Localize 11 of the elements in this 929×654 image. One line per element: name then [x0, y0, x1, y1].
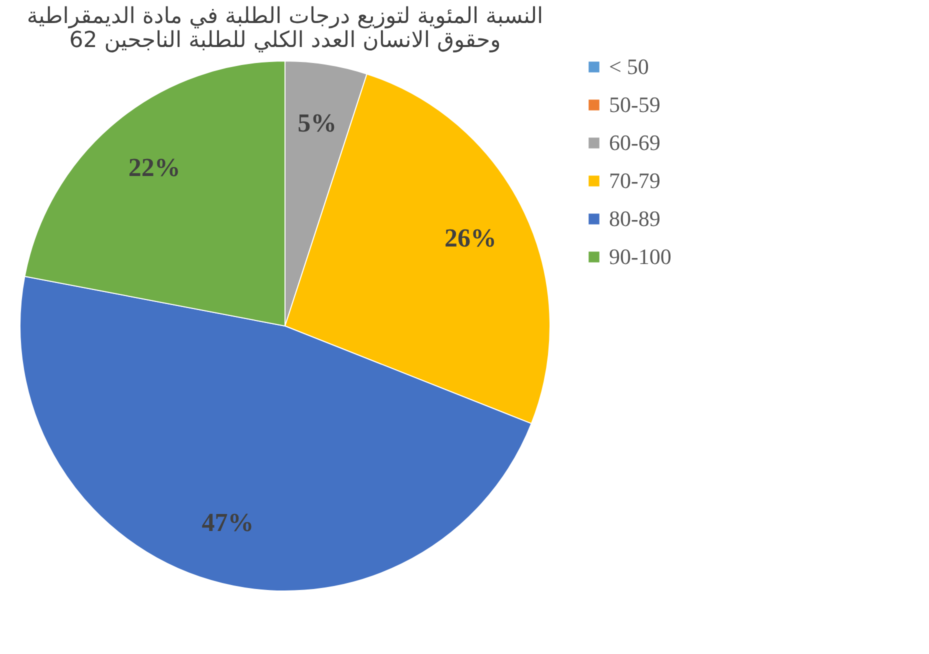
data-label: 47% — [202, 508, 254, 537]
legend-label: 50-59 — [609, 92, 660, 117]
chart-title: النسبة المئوية لتوزيع درجات الطلبة في مادة الديمقراطية وحقوق الانسان العدد الكلي للطلبة الناجحين 62 — [26, 4, 544, 53]
legend-label: 80-89 — [609, 206, 660, 231]
legend-label: < 50 — [609, 54, 649, 79]
legend-label: 60-69 — [609, 130, 660, 155]
data-label: 5% — [298, 108, 337, 138]
data-label: 22% — [128, 153, 180, 182]
data-label: 26% — [444, 224, 496, 253]
legend-label: 70-79 — [609, 168, 660, 193]
legend-label: 90-100 — [609, 244, 672, 269]
